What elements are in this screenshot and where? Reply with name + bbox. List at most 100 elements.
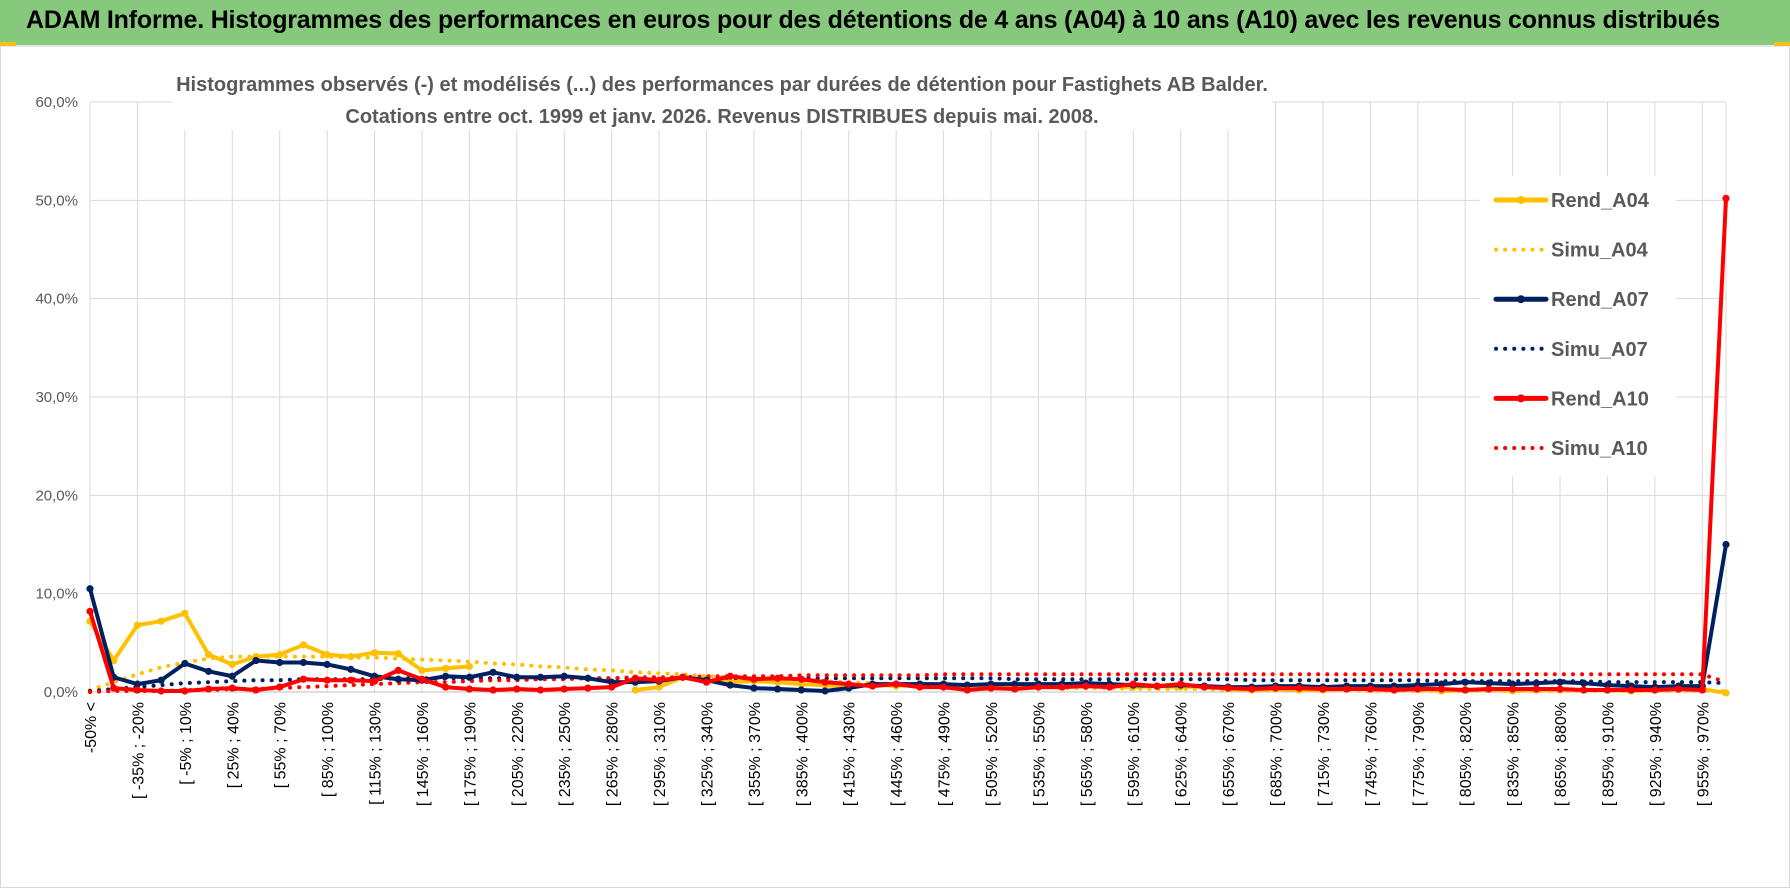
data-point — [1390, 686, 1398, 694]
data-point — [276, 683, 284, 691]
chart-series — [86, 194, 1730, 697]
report-header: ADAM Informe. Histogrammes des performan… — [0, 0, 1790, 47]
data-point — [465, 662, 473, 671]
data-point — [513, 673, 521, 681]
y-axis: 0,0% 10,0% 20,0% 30,0% 40,0% 50,0% 60,0% — [35, 94, 78, 701]
x-tick-label: [ 805% ; 820% — [1458, 702, 1475, 806]
x-tick-label: [ 145% ; 160% — [415, 702, 432, 806]
data-point — [442, 664, 450, 673]
x-tick-label: [ 55% ; 70% — [273, 702, 290, 788]
x-tick-label: [ 865% ; 880% — [1553, 702, 1570, 806]
data-point — [1153, 682, 1161, 690]
data-point — [821, 678, 829, 686]
legend-label: Simu_A10 — [1551, 438, 1648, 460]
x-tick-label: [ 265% ; 280% — [605, 702, 622, 806]
data-point — [181, 609, 189, 617]
data-point — [1224, 684, 1232, 692]
data-point — [323, 660, 331, 669]
data-point — [702, 678, 711, 686]
y-tick-label: 10,0% — [35, 586, 78, 603]
data-point — [631, 674, 639, 682]
data-point — [394, 650, 402, 658]
data-point — [370, 649, 379, 657]
x-tick-label: [ 955% ; 970% — [1695, 702, 1712, 806]
x-tick-label: [ 655% ; 670% — [1221, 702, 1238, 806]
data-point — [1580, 686, 1588, 694]
x-tick-label: [ 475% ; 490% — [937, 702, 954, 806]
data-point — [157, 676, 165, 684]
series-rend-a07 — [86, 540, 1730, 695]
data-point — [1603, 686, 1612, 694]
data-point — [536, 686, 545, 694]
data-point — [821, 687, 829, 695]
data-point — [1200, 683, 1208, 691]
legend-item-simu-a10: Simu_A10 — [1494, 438, 1648, 460]
legend-item-simu-a04: Simu_A04 — [1494, 240, 1649, 262]
data-point — [513, 685, 521, 693]
data-point — [228, 672, 236, 680]
x-tick-label: [ 835% ; 850% — [1506, 702, 1523, 806]
y-tick-label: 40,0% — [35, 291, 78, 308]
data-point — [1722, 194, 1730, 202]
x-tick-label: [ 445% ; 460% — [889, 702, 906, 806]
chart-legend: Rend_A04 Simu_A04 Rend_A07 Simu_A07 Rend_A10… — [1480, 176, 1676, 476]
data-point — [797, 675, 805, 683]
data-point — [797, 686, 805, 694]
data-point — [489, 686, 497, 694]
data-point — [299, 675, 307, 683]
y-tick-label: 50,0% — [35, 192, 78, 209]
x-tick-label: [ 625% ; 640% — [1174, 702, 1191, 806]
legend-label: Simu_A04 — [1551, 240, 1649, 262]
data-point — [1437, 685, 1446, 693]
chart-title: Histogrammes observés (-) et modélisés (… — [176, 74, 1268, 96]
data-point — [1082, 682, 1090, 690]
data-point — [252, 656, 260, 665]
corner-accent-right — [1774, 42, 1790, 46]
data-point — [773, 674, 782, 682]
x-tick-label: -50% < — [83, 702, 100, 753]
data-point — [276, 658, 284, 667]
data-point — [181, 687, 189, 695]
data-point — [1461, 686, 1469, 694]
data-point — [465, 673, 473, 681]
data-point — [1414, 685, 1422, 693]
legend-label: Rend_A10 — [1551, 388, 1649, 410]
data-point — [1058, 683, 1066, 691]
data-point — [1532, 679, 1540, 687]
x-tick-label: [ 415% ; 430% — [842, 702, 859, 806]
legend-marker — [1517, 295, 1525, 304]
data-point — [1485, 679, 1493, 687]
data-point — [442, 683, 450, 691]
series-line-simu-a10 — [88, 672, 1728, 694]
legend-item-rend-a04: Rend_A04 — [1493, 190, 1650, 212]
x-tick-label: [ 355% ; 370% — [747, 702, 764, 806]
legend-background — [1480, 176, 1676, 476]
data-point — [560, 672, 568, 680]
data-point — [1722, 689, 1730, 697]
data-point — [584, 674, 592, 682]
x-tick-label: [ 715% ; 730% — [1316, 702, 1333, 806]
legend-marker — [1517, 394, 1525, 403]
data-point — [963, 686, 971, 694]
data-point — [394, 666, 402, 674]
data-point — [916, 683, 924, 691]
series-simu-a10 — [88, 672, 1728, 694]
x-tick-label: [ 565% ; 580% — [1079, 702, 1096, 806]
x-tick-label: [ 505% ; 520% — [984, 702, 1001, 806]
legend-item-simu-a07: Simu_A07 — [1494, 339, 1648, 361]
series-rend-a10 — [86, 194, 1730, 695]
data-point — [750, 684, 758, 692]
x-axis: -50% < [ -35% ; -20% [ -5% ; 10% [ 25% ; 40… — [83, 691, 1726, 806]
data-point — [157, 617, 165, 625]
data-point — [86, 585, 94, 593]
data-point — [939, 683, 948, 691]
y-tick-label: 30,0% — [35, 389, 78, 406]
corner-accent-left — [0, 42, 16, 46]
data-point — [892, 680, 900, 688]
data-point — [1722, 540, 1730, 549]
data-point — [750, 675, 758, 683]
data-point — [110, 684, 118, 692]
legend-label: Rend_A07 — [1551, 289, 1649, 311]
data-point — [1011, 685, 1019, 693]
x-tick-label: [ 175% ; 190% — [462, 702, 479, 806]
